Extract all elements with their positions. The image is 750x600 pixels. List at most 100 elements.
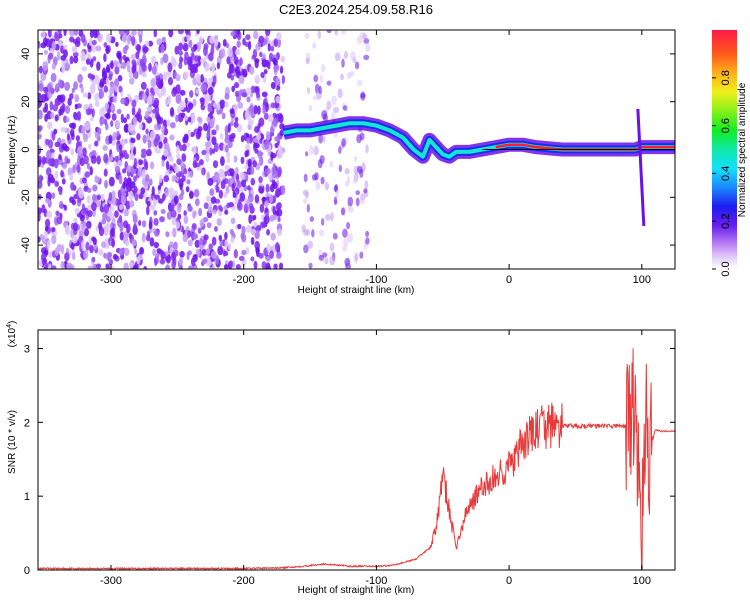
- spectrogram-noise-blob: [54, 114, 59, 122]
- spectrogram-noise-blob: [318, 85, 322, 94]
- spectrogram-noise-blob: [224, 209, 229, 215]
- spectrogram-noise-blob: [131, 99, 137, 108]
- spectrogram-noise-blob: [264, 139, 270, 150]
- spectrogram-noise-blob: [163, 142, 170, 150]
- spectrogram-noise-blob: [347, 232, 354, 243]
- spectrogram-noise-blob: [51, 235, 57, 245]
- spectrogram-noise-blob: [254, 143, 260, 149]
- spectrogram-noise-blob: [169, 156, 174, 163]
- spectrogram-x-tick-label: -300: [100, 274, 122, 286]
- spectrogram-noise-blob: [147, 95, 153, 105]
- spectrogram-noise-blob: [54, 180, 59, 187]
- spectrogram-noise-blob: [126, 35, 131, 45]
- spectrogram-noise-blob: [110, 120, 114, 128]
- spectrogram-noise-blob: [271, 169, 278, 179]
- spectrogram-noise-blob: [264, 200, 269, 208]
- spectrogram-noise-blob: [71, 251, 76, 261]
- spectrogram-noise-blob: [106, 33, 112, 43]
- spectrogram-noise-blob: [126, 113, 130, 120]
- spectrogram-noise-blob: [259, 51, 263, 58]
- spectrogram-noise-blob: [72, 51, 79, 58]
- spectrogram-noise-blob: [71, 45, 78, 53]
- spectrogram-noise-blob: [42, 60, 49, 71]
- colorbar-gradient: [712, 30, 737, 269]
- spectrogram-noise-blob: [354, 252, 359, 261]
- spectrogram-noise-blob: [248, 202, 254, 211]
- spectrogram-noise-blob: [47, 30, 52, 38]
- spectrogram-noise-blob: [103, 168, 108, 177]
- spectrogram-noise-blob: [86, 220, 92, 229]
- spectrogram-noise-blob: [259, 203, 265, 213]
- spectrogram-noise-blob: [228, 202, 235, 208]
- spectrogram-noise-blob: [108, 192, 113, 202]
- spectrogram-noise-blob: [67, 97, 72, 106]
- spectrogram-noise-blob: [193, 254, 198, 260]
- spectrogram-noise-blob: [160, 43, 165, 54]
- spectrogram-noise-blob: [273, 65, 277, 73]
- spectrogram-noise-blob: [236, 201, 243, 211]
- spectrogram-noise-blob: [132, 116, 137, 124]
- spectrogram-noise-blob: [142, 134, 147, 144]
- spectrogram-noise-blob: [342, 237, 349, 247]
- spectrogram-noise-blob: [302, 198, 308, 205]
- spectrogram-y-tick-label: 20: [20, 96, 32, 108]
- spectrogram-noise-blob: [107, 252, 112, 262]
- spectrogram-noise-blob: [91, 236, 96, 242]
- spectrogram-noise-blob: [157, 198, 164, 204]
- snr-y-tick-label: 3: [24, 343, 30, 355]
- spectrogram-noise-blob: [200, 74, 204, 83]
- spectrogram-noise-blob: [64, 81, 71, 91]
- spectrogram-noise-blob: [63, 145, 70, 152]
- spectrogram-noise-blob: [165, 231, 170, 238]
- spectrogram-noise-blob: [140, 153, 147, 159]
- spectrogram-noise-blob: [212, 209, 217, 215]
- spectrogram-noise-blob: [179, 100, 185, 111]
- spectrogram-noise-blob: [101, 218, 107, 225]
- spectrogram-noise-blob: [201, 168, 205, 176]
- spectrogram-noise-blob: [154, 194, 161, 200]
- spectrogram-noise-blob: [114, 66, 120, 75]
- spectrogram-noise-blob: [317, 158, 323, 169]
- spectrogram-noise-blob: [183, 133, 189, 143]
- spectrogram-noise-blob: [93, 30, 98, 39]
- spectrogram-noise-blob: [44, 198, 51, 204]
- spectrogram-noise-blob: [254, 194, 260, 204]
- spectrogram-noise-blob: [315, 148, 319, 154]
- spectrogram-noise-blob: [123, 247, 130, 256]
- spectrogram-noise-blob: [91, 193, 96, 203]
- spectrogram-noise-blob: [334, 30, 339, 36]
- spectrogram-noise-blob: [244, 150, 248, 158]
- spectrogram-noise-blob: [197, 227, 202, 234]
- spectrogram-noise-blob: [154, 230, 160, 237]
- spectrogram-noise-blob: [216, 218, 222, 226]
- spectrogram-noise-blob: [123, 208, 129, 217]
- spectrogram-noise-blob: [226, 71, 232, 79]
- spectrogram-noise-blob: [183, 215, 189, 225]
- spectrogram-noise-blob: [164, 98, 170, 106]
- spectrogram-noise-blob: [207, 104, 213, 113]
- spectrogram-noise-blob: [119, 223, 124, 233]
- spectrogram-noise-blob: [86, 194, 91, 204]
- spectrogram-noise-blob: [354, 61, 360, 70]
- spectrogram-noise-blob: [219, 133, 224, 140]
- spectrogram-noise-blob: [308, 262, 313, 269]
- spectrogram-noise-blob: [136, 256, 141, 265]
- spectrogram-noise-blob: [206, 222, 212, 229]
- spectrogram-noise-blob: [189, 191, 194, 199]
- spectrogram-noise-blob: [211, 136, 217, 146]
- spectrogram-noise-blob: [174, 166, 180, 174]
- spectrogram-noise-blob: [187, 239, 193, 247]
- spectrogram-noise-blob: [224, 145, 229, 153]
- spectrogram-noise-blob: [339, 73, 345, 81]
- spectrogram-noise-blob: [186, 179, 191, 185]
- spectrogram-noise-blob: [48, 52, 54, 60]
- spectrogram-noise-blob: [175, 73, 181, 82]
- spectrogram-noise-blob: [118, 204, 124, 211]
- spectrogram-noise-blob: [58, 186, 63, 196]
- colorbar: 0.0 0.2 0.4 0.6 0.8 Normalized spectral ampl…: [712, 30, 748, 277]
- spectrogram-noise-blob: [239, 171, 245, 181]
- spectrogram-noise-blob: [176, 145, 180, 155]
- spectrogram-noise-blob: [230, 217, 236, 225]
- spectrogram-noise-blob: [155, 252, 160, 260]
- spectrogram-noise-blob: [247, 119, 254, 126]
